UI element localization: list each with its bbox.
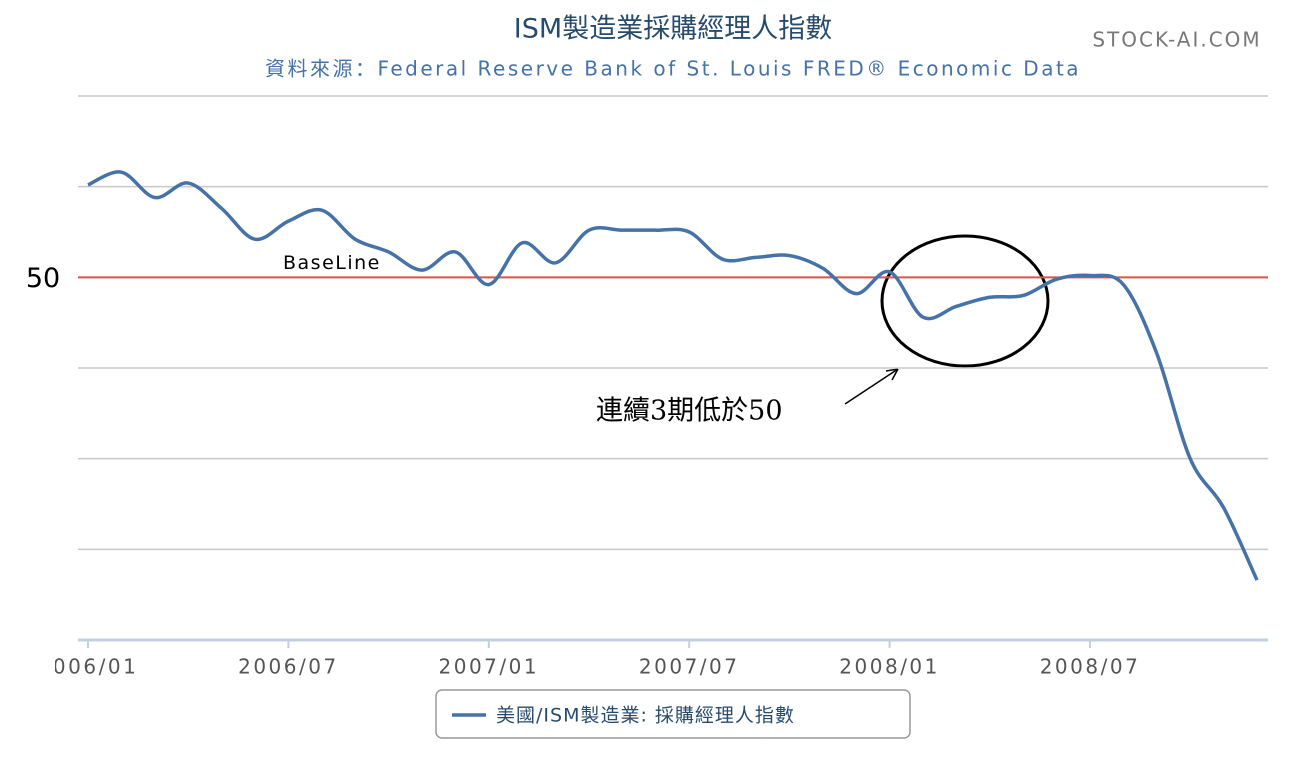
legend-label: 美國/ISM製造業: 採購經理人指數 — [496, 705, 795, 727]
chart-subtitle: 資料來源：Federal Reserve Bank of St. Louis F… — [265, 57, 1081, 81]
x-tick-label: 2008/07 — [1040, 655, 1141, 679]
x-tick-label: 2007/07 — [639, 655, 740, 679]
chart-title: ISM製造業採購經理人指數 — [514, 14, 832, 45]
x-tick-label: 2006/01 — [38, 655, 139, 679]
legend-box — [435, 689, 911, 739]
highlight-ellipse — [880, 234, 1050, 368]
annotation: 連續3期低於50 — [596, 396, 783, 427]
y-tick-label: 50 — [26, 263, 60, 294]
arrow-shaft — [844, 368, 899, 405]
x-tick-label: 2008/01 — [839, 655, 940, 679]
x-tick-label: 2006/07 — [238, 655, 339, 679]
arrow-head — [885, 368, 899, 381]
x-tick-label: 2007/01 — [439, 655, 540, 679]
watermark: STOCK-AI.COM — [1092, 28, 1261, 52]
baseline-label: BaseLine — [283, 252, 381, 274]
x-tick-labels: 2006/01 2006/07 2007/01 2007/07 2008/01 2008/… — [38, 655, 1141, 679]
series-line — [87, 170, 1259, 581]
